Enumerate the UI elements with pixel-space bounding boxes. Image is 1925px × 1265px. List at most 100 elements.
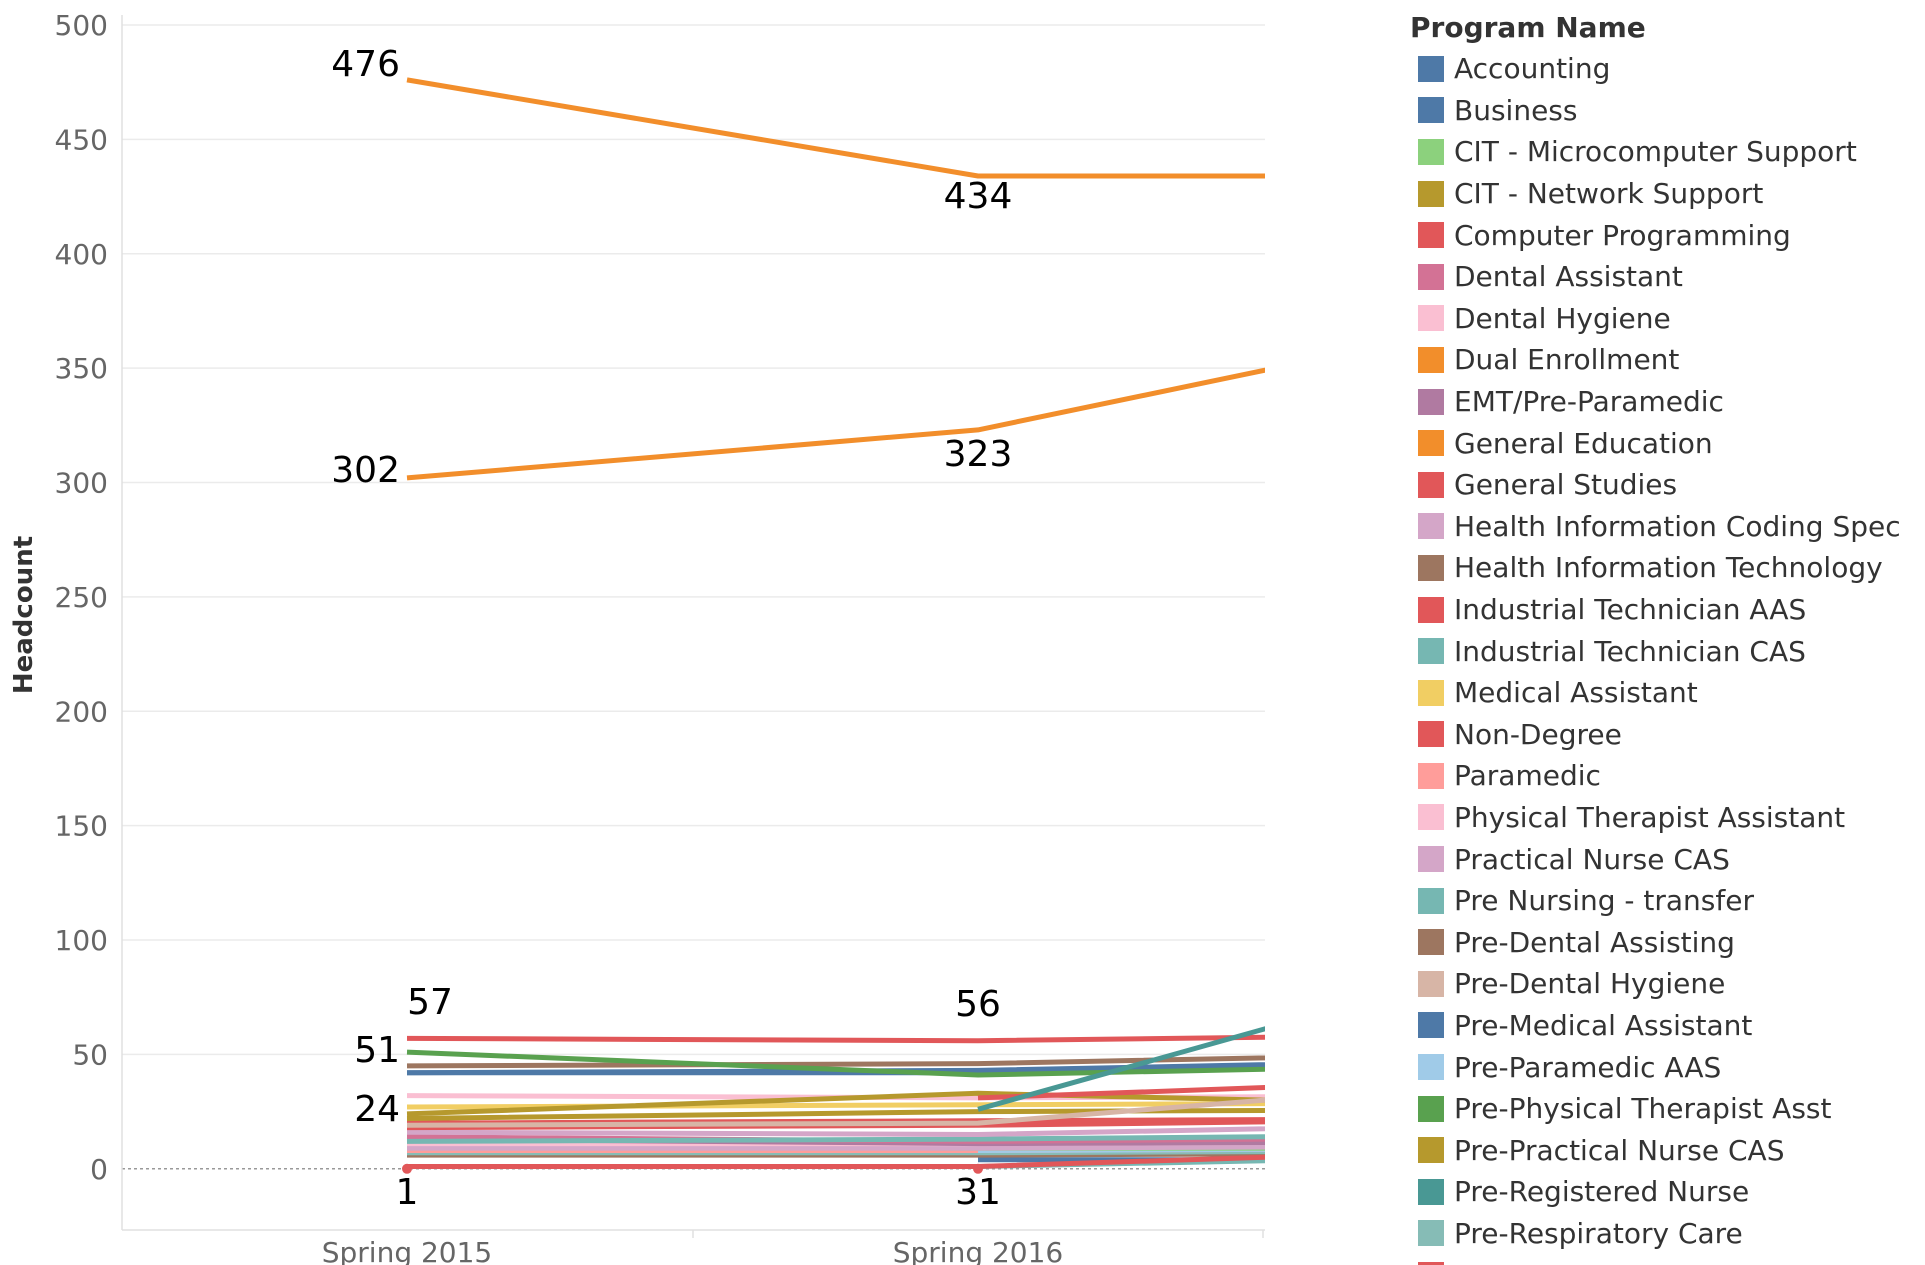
series-line [406,1126,1265,1137]
legend-item[interactable]: Non-Degree [1408,714,1925,756]
legend-item[interactable]: Pre Nursing - transfer [1408,880,1925,922]
legend-swatch [1418,970,1444,997]
data-label: 1 [396,1172,419,1213]
legend-swatch [1418,471,1444,498]
legend-swatch [1418,222,1444,249]
legend-label: General Studies [1454,468,1678,502]
legend-label: Health Information Coding Spec [1454,509,1901,543]
series-line [406,77,1265,179]
legend-item[interactable]: Computer Programming [1408,214,1925,256]
legend-item[interactable]: Pre-Paramedic AAS [1408,1046,1925,1088]
legend-swatch [1418,388,1444,415]
legend-label: EMT/Pre-Paramedic [1454,385,1724,419]
legend-swatch [1418,1137,1444,1164]
legend-item[interactable]: Health Information Coding Spec [1408,506,1925,548]
series-line [977,1085,1265,1101]
y-tick-label: 300 [55,467,108,500]
legend-item[interactable]: Pre-Registered Nurse [1408,1171,1925,1213]
data-label: 31 [955,1172,1001,1213]
y-tick-label: 200 [55,695,108,728]
legend-label: Dental Assistant [1454,260,1683,294]
legend-item[interactable]: Accounting [1408,48,1925,90]
legend-label: Pre-Respiratory Care [1454,1216,1743,1250]
y-tick-label: 250 [55,581,108,614]
legend-item[interactable]: Pre-Practical Nurse CAS [1408,1129,1925,1171]
legend-item[interactable]: Paramedic [1408,755,1925,797]
legend-label: Accounting [1454,52,1611,86]
legend-swatch [1418,138,1444,165]
legend-label: Dental Hygiene [1454,301,1671,335]
series-group [406,77,1265,1169]
legend-item[interactable]: Physical Therapist Assistant [1408,797,1925,839]
legend-swatch [1418,846,1444,873]
legend-item[interactable]: Business [1408,90,1925,132]
legend-swatch [1418,305,1444,332]
legend-label: Pre-Medical Assistant [1454,1008,1753,1042]
legend-swatch [1418,679,1444,706]
legend-item[interactable]: Pre-Dental Hygiene [1408,963,1925,1005]
data-label: 56 [955,984,1001,1025]
legend-title: Program Name [1410,11,1646,44]
data-label: 476 [331,44,400,85]
y-axis-title: Headcount [9,536,39,694]
legend-swatch [1418,513,1444,540]
legend: Program Name Accounting Business CIT - Mic… [1408,8,1925,1265]
legend-item[interactable]: Pre-Dental Assisting [1408,921,1925,963]
legend-swatch [1418,887,1444,914]
legend-item[interactable]: Dual Enrollment [1408,339,1925,381]
series-line [406,1134,1265,1144]
series-line [407,1144,1265,1151]
legend-label: Pre-Paramedic AAS [1454,1050,1722,1084]
legend-item[interactable]: EMT/Pre-Paramedic [1408,381,1925,423]
y-tick-label: 150 [55,810,108,843]
legend-item[interactable]: General Studies [1408,464,1925,506]
legend-item[interactable]: Pre-Respiratory Care [1408,1213,1925,1255]
legend-label: Pre-Registered Nurse [1454,1175,1750,1209]
legend-swatch [1418,804,1444,831]
legend-item[interactable]: Pre-Medical Assistant [1408,1005,1925,1047]
legend-swatch [1418,1178,1444,1205]
legend-item[interactable]: Practical Nurse CAS [1408,838,1925,880]
legend-item[interactable]: CIT - Network Support [1408,173,1925,215]
legend-item[interactable]: Dental Assistant [1408,256,1925,298]
legend-label: CIT - Network Support [1454,177,1764,211]
legend-swatch [1418,929,1444,956]
legend-swatch [1418,1262,1444,1265]
legend-item[interactable]: General Education [1408,422,1925,464]
legend-label: CIT - Microcomputer Support [1454,135,1857,169]
x-tick-label: Spring 2015 [322,1236,493,1265]
legend-label: Pre Nursing - transfer [1454,884,1754,918]
data-label: 302 [331,450,400,491]
legend-item[interactable]: Pre-Physical Therapist Asst [1408,1088,1925,1130]
legend-swatch [1418,1095,1444,1122]
legend-swatch [1418,180,1444,207]
legend-swatch [1418,263,1444,290]
y-tick-label: 500 [55,9,108,42]
legend-swatch [1418,55,1444,82]
legend-item[interactable]: Dental Hygiene [1408,298,1925,340]
legend-swatch [1418,721,1444,748]
legend-item[interactable]: Industrial Technician CAS [1408,630,1925,672]
series-line [406,1049,1265,1078]
legend-swatch [1418,638,1444,665]
legend-swatch [1418,1220,1444,1247]
legend-label: Physical Therapist Assistant [1454,800,1846,834]
legend-item[interactable]: Health Information Technology [1408,547,1925,589]
legend-swatch [1418,762,1444,789]
baseline-marker [973,1163,983,1174]
y-tick-label: 50 [72,1038,108,1071]
legend-label: General Education [1454,426,1713,460]
legend-label: Pre-Dental Hygiene [1454,967,1726,1001]
legend-item[interactable] [1408,1254,1925,1265]
legend-item[interactable]: CIT - Microcomputer Support [1408,131,1925,173]
data-label: 323 [944,434,1013,475]
legend-label: Non-Degree [1454,717,1622,751]
y-tick-label: 100 [55,924,108,957]
data-label: 24 [354,1089,400,1130]
line-chart: 0 50 100 150 200 250 300 350 400 450 500 Spring 201… [9,9,1265,1265]
legend-label: Practical Nurse CAS [1454,842,1730,876]
legend-item[interactable]: Medical Assistant [1408,672,1925,714]
legend-item[interactable]: Industrial Technician AAS [1408,589,1925,631]
legend-label: Computer Programming [1454,218,1791,252]
legend-label: Health Information Technology [1454,551,1883,585]
